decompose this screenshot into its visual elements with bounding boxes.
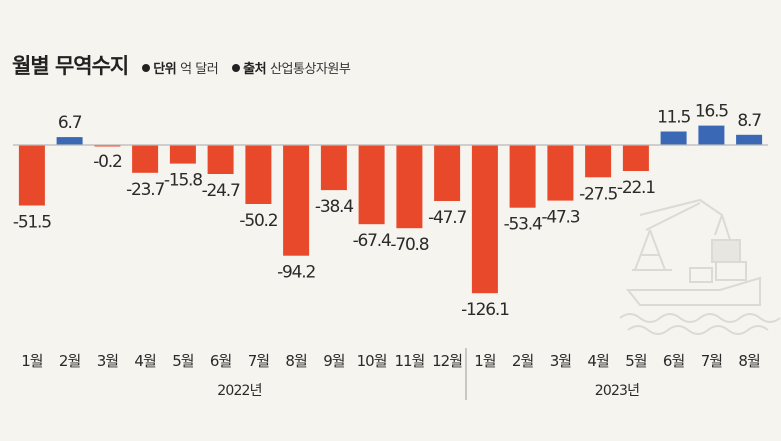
bar-1 — [18, 145, 45, 206]
value-label-4: -23.7 — [126, 180, 164, 200]
bar-20 — [736, 134, 763, 145]
bar-12 — [434, 145, 461, 201]
bar-5 — [169, 145, 196, 164]
unit-value: 억 달러 — [180, 62, 219, 77]
value-label-8: -94.2 — [277, 263, 315, 283]
value-label-11: -70.8 — [390, 235, 428, 255]
year-label-1: 2022년 — [217, 383, 262, 399]
bar-7 — [245, 145, 272, 204]
x-tick-label-18: 6월 — [663, 352, 685, 370]
unit-key: 단위 — [153, 62, 177, 77]
bar-18 — [660, 131, 687, 145]
bar-3 — [94, 145, 121, 147]
value-label-14: -53.4 — [504, 215, 542, 235]
source-key: 출처 — [243, 62, 267, 77]
value-label-18: 11.5 — [657, 108, 690, 128]
bar-9 — [320, 145, 347, 191]
bar-10 — [358, 145, 385, 225]
x-tick-label-4: 4월 — [134, 352, 156, 370]
x-tick-label-6: 6월 — [210, 352, 232, 370]
bar-19 — [698, 125, 725, 145]
x-tick-label-19: 7월 — [701, 352, 723, 370]
unit-note: 단위 억 달러 — [142, 58, 219, 77]
source-bullet-icon — [232, 64, 241, 72]
value-label-3: -0.2 — [93, 152, 122, 172]
chart-header: 월별 무역수지 단위 억 달러 출처 산업통상자원부 — [12, 50, 351, 80]
source-value: 산업통상자원부 — [270, 62, 351, 77]
x-tick-label-8: 8월 — [285, 352, 307, 370]
x-tick-label-16: 4월 — [587, 352, 609, 370]
x-tick-label-17: 5월 — [625, 352, 647, 370]
unit-bullet-icon — [142, 64, 151, 72]
x-tick-label-11: 11월 — [394, 352, 424, 370]
x-tick-label-20: 8월 — [738, 352, 760, 370]
x-tick-label-2: 2월 — [59, 352, 81, 370]
value-label-5: -15.8 — [164, 171, 202, 191]
value-label-16: -27.5 — [579, 184, 617, 204]
bar-17 — [622, 145, 649, 171]
x-tick-label-7: 7월 — [248, 352, 270, 370]
bar-11 — [396, 145, 423, 229]
x-tick-label-10: 10월 — [357, 352, 387, 370]
x-tick-label-9: 9월 — [323, 352, 345, 370]
value-label-6: -24.7 — [202, 181, 240, 201]
bar-14 — [509, 145, 536, 208]
value-label-1: -51.5 — [13, 213, 51, 233]
chart-title: 월별 무역수지 — [12, 54, 129, 78]
value-label-13: -126.1 — [461, 300, 509, 320]
bar-4 — [132, 145, 159, 173]
value-label-2: 6.7 — [58, 113, 82, 133]
value-label-15: -47.3 — [541, 208, 579, 228]
value-label-10: -67.4 — [353, 231, 391, 251]
x-axis-labels: 1월 2월 3월 4월 5월 6월 7월 8월 9월 10월 11월 12월 1월 2월 3월 4월 5월 6월 7… — [21, 352, 761, 370]
year-labels: 2022년 2023년 — [217, 383, 640, 399]
x-tick-label-1: 1월 — [21, 352, 43, 370]
source-note: 출처 산업통상자원부 — [232, 58, 351, 77]
bar-13 — [471, 145, 498, 294]
value-label-7: -50.2 — [239, 211, 277, 231]
value-label-20: 8.7 — [737, 111, 761, 131]
bar-16 — [585, 145, 612, 178]
value-label-12: -47.7 — [428, 208, 466, 228]
x-tick-label-12: 12월 — [432, 352, 462, 370]
x-tick-label-3: 3월 — [97, 352, 119, 370]
value-label-19: 16.5 — [695, 102, 728, 122]
bar-6 — [207, 145, 234, 174]
year-label-2: 2023년 — [595, 383, 640, 399]
bar-15 — [547, 145, 574, 201]
value-label-17: -22.1 — [617, 178, 655, 198]
value-label-9: -38.4 — [315, 197, 353, 217]
x-tick-label-5: 5월 — [172, 352, 194, 370]
x-tick-label-13: 1월 — [474, 352, 496, 370]
x-tick-label-15: 3월 — [550, 352, 572, 370]
x-tick-label-14: 2월 — [512, 352, 534, 370]
ship-crane-illustration — [619, 198, 781, 335]
value-labels-layer: -51.5 6.7 -0.2-23.7 -15.8-24.7 -50.2 -94.2 -38… — [13, 102, 763, 321]
bar-2 — [56, 137, 83, 145]
bar-8 — [283, 145, 310, 256]
bars-layer — [18, 125, 763, 294]
